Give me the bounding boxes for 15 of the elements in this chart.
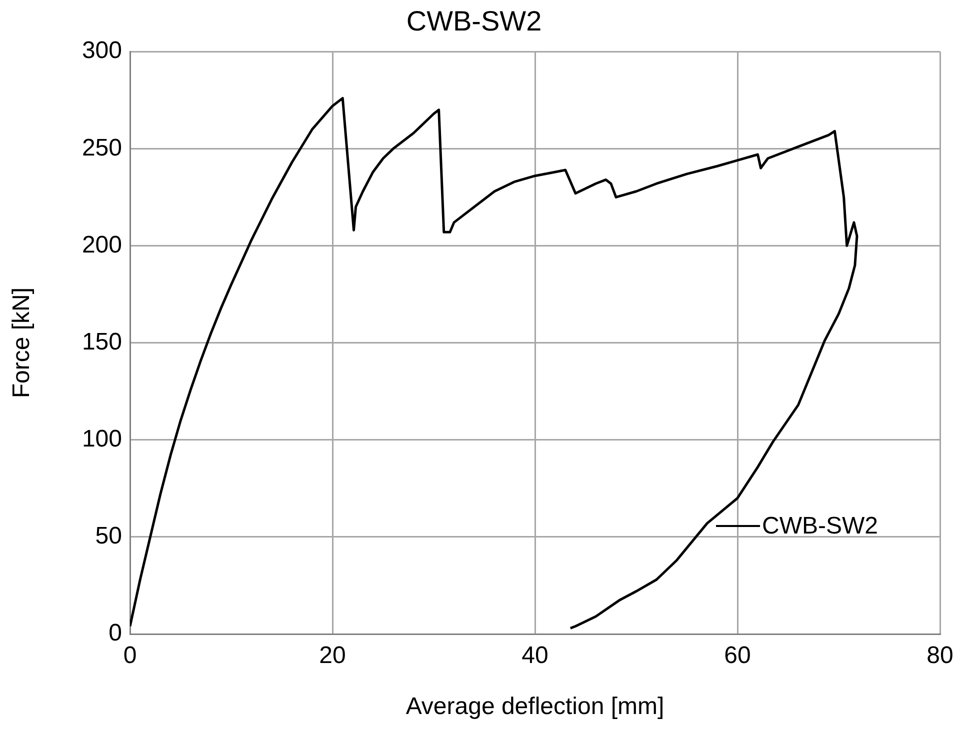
x-tick-label: 20 <box>319 642 346 670</box>
y-tick-label: 0 <box>108 620 122 647</box>
x-tick-label: 60 <box>724 642 751 670</box>
x-tick-label: 80 <box>926 642 954 670</box>
y-tick-label: 100 <box>82 425 122 452</box>
y-tick-label: 250 <box>82 134 122 162</box>
y-tick-label: 150 <box>82 328 122 356</box>
y-tick-label: 50 <box>95 522 122 550</box>
x-axis-title: Average deflection [mm] <box>406 693 664 720</box>
legend-label: CWB-SW2 <box>762 512 878 540</box>
x-tick-label: 40 <box>522 642 548 670</box>
y-tick-label: 200 <box>82 231 122 258</box>
y-tick-label: 300 <box>82 37 122 64</box>
chart-title: CWB-SW2 <box>406 6 542 37</box>
y-axis-title: Force [kN] <box>8 287 36 398</box>
